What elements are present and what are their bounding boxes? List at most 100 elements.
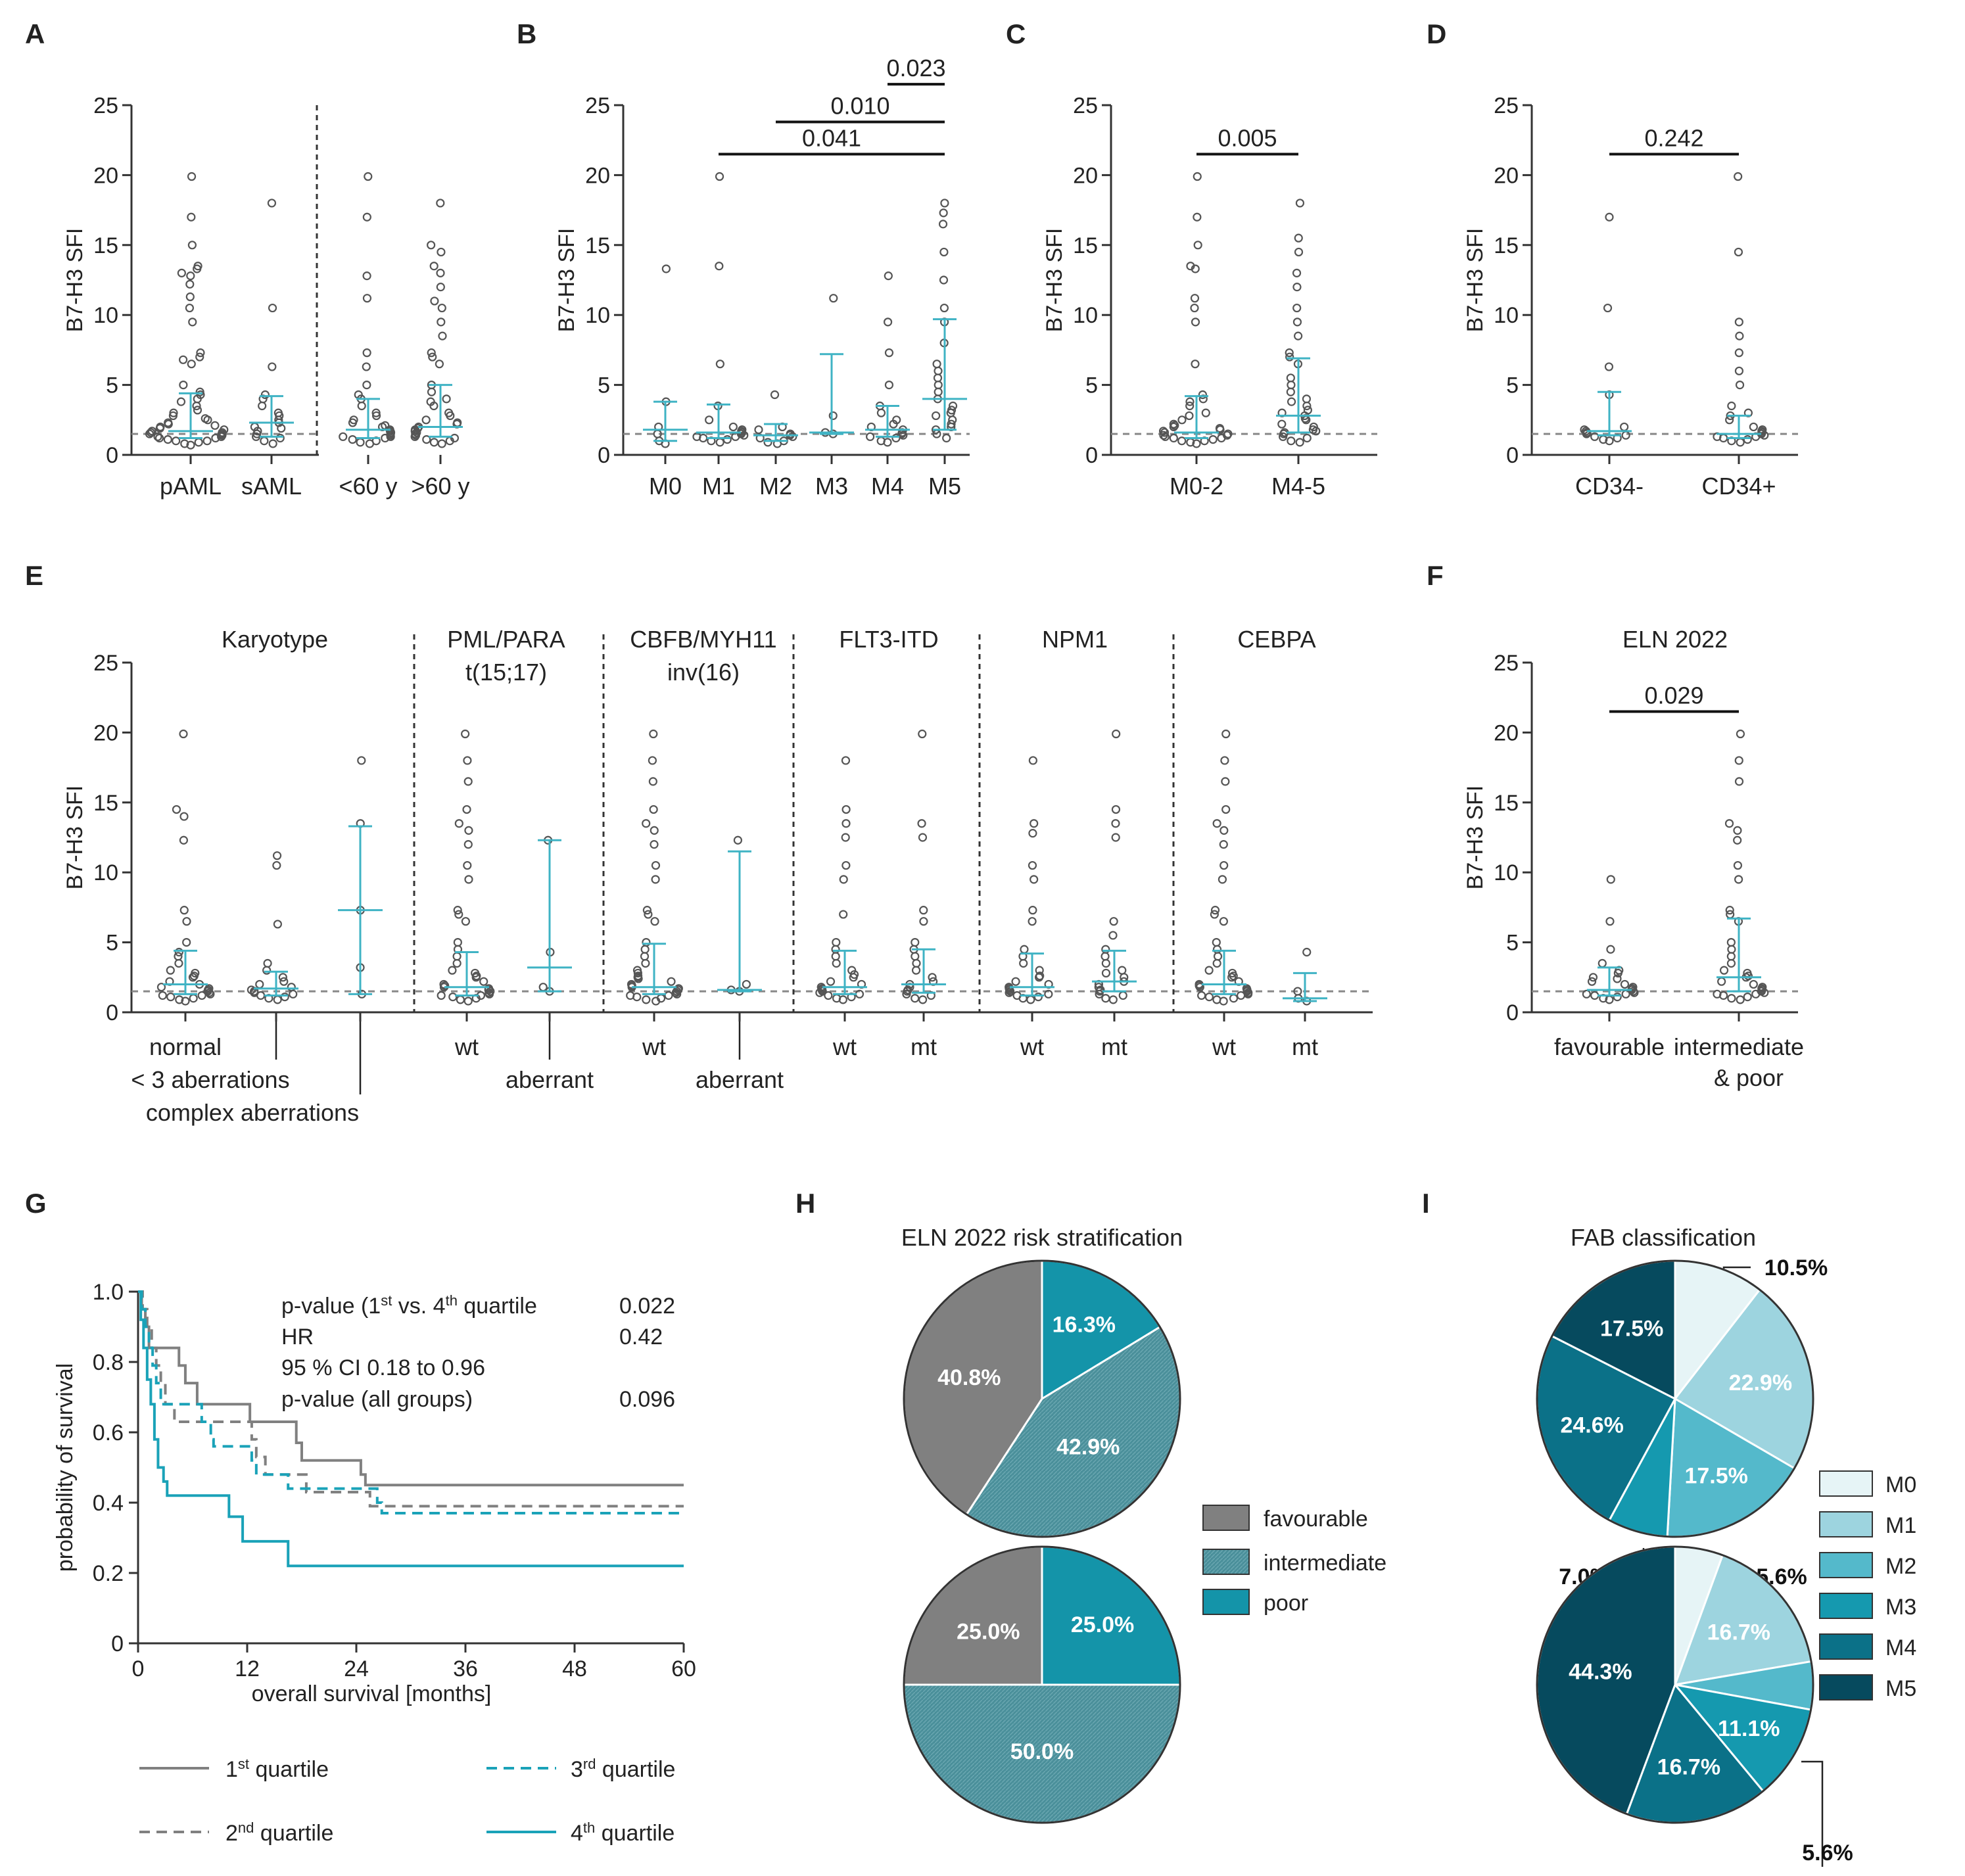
f-dot (1726, 937, 1736, 947)
e-dot (1219, 997, 1228, 1006)
c-dot (1169, 419, 1178, 429)
a-dot (437, 439, 446, 448)
e-dot (648, 756, 657, 765)
a-ytick-label: 10 (93, 303, 118, 328)
e-dot (651, 875, 660, 884)
a-dot (422, 434, 431, 444)
e-ytick-label: 15 (93, 791, 118, 816)
g-xtick-label: 48 (562, 1656, 587, 1681)
a-dot (429, 438, 438, 447)
e-dot (1111, 819, 1120, 828)
i-legend-m4: M4 (1885, 1635, 1916, 1660)
e-ytick-label: 5 (106, 931, 118, 956)
e-dot (1026, 995, 1035, 1004)
e-dot (1035, 966, 1044, 975)
e-dot (463, 840, 473, 849)
a-dot (450, 433, 460, 443)
b-xtick-label: M4 (871, 473, 904, 500)
b-ytick-label: 20 (585, 163, 610, 188)
f-dot (1606, 945, 1615, 954)
b-dot (754, 425, 763, 434)
e-dot (642, 937, 651, 947)
e-dot (1108, 995, 1118, 1004)
i-legend-swatch-m2 (1819, 1552, 1873, 1578)
b-xtick-label: M1 (702, 473, 735, 500)
e-dot (841, 833, 850, 842)
e-dot (1028, 756, 1037, 765)
i-pie-2-label: 16.7% (1657, 1754, 1720, 1779)
a-dot (156, 422, 165, 432)
e-dot (632, 966, 642, 975)
a-dot (371, 408, 381, 417)
a-dot (268, 303, 277, 313)
b-ytick-label: 15 (585, 233, 610, 258)
e-dot (439, 979, 448, 989)
g-xtick-label: 0 (132, 1656, 145, 1681)
f-dot (1613, 992, 1622, 1002)
d-dot (1749, 422, 1758, 432)
f-dot (1719, 966, 1729, 975)
b-dot (891, 433, 901, 443)
a-dot (195, 387, 204, 396)
g-legend-q2-base: 2 (225, 1821, 238, 1846)
b-ytick-label: 25 (585, 93, 610, 118)
b-dot (947, 419, 956, 429)
g-ytick-label: 0.4 (93, 1491, 124, 1516)
a-dot (362, 271, 371, 281)
e-dot (733, 835, 743, 845)
c-dot (1160, 432, 1170, 441)
e-dot (179, 835, 189, 845)
e-dot (1030, 819, 1039, 828)
b-dot (738, 425, 747, 434)
e-dot (1210, 906, 1220, 915)
a-dot (437, 317, 446, 327)
a-dot (185, 279, 195, 289)
e-dot (1293, 987, 1302, 996)
g-xtick-label: 36 (453, 1656, 478, 1681)
e-dot (1112, 729, 1121, 739)
e-dot (911, 966, 921, 975)
panel-label-d: D (1427, 18, 1446, 49)
e-dot (461, 917, 471, 926)
panel-c-plot: 0 5 10 15 20 25 B7-H3 SFI M0-2 M4-5 0.005 (1042, 93, 1377, 500)
a-dot (260, 390, 270, 400)
e-dot (1012, 991, 1022, 1000)
e-dot (1011, 977, 1020, 986)
c-dot (1191, 317, 1200, 327)
e-cat-normal: normal (149, 1033, 222, 1060)
e-dot (1094, 983, 1103, 992)
a-xtick-label: pAML (160, 473, 222, 500)
b-dot (728, 422, 738, 432)
f-dot (1582, 989, 1591, 998)
e-dot (448, 992, 458, 1002)
e-dot (1204, 966, 1214, 975)
d-dot (1734, 247, 1743, 257)
a-dot (429, 262, 438, 271)
e-cat-npm1-wt: wt (1020, 1033, 1044, 1060)
e-dot (641, 958, 650, 968)
e-dot (832, 937, 841, 947)
c-sig-pvalue: 0.005 (1218, 124, 1277, 151)
e-dot (839, 875, 848, 884)
e-dot (464, 826, 473, 835)
f-dot (1725, 906, 1734, 915)
e-dot (437, 991, 446, 1000)
b-dot (934, 380, 943, 390)
f-dot (1743, 992, 1752, 1002)
d-dot (1620, 422, 1629, 432)
i-pie-2-label: 5.6% (1802, 1841, 1853, 1865)
e-dot (357, 756, 366, 765)
h-legend-swatch-poor (1202, 1589, 1250, 1615)
b-dot (934, 366, 943, 375)
a-dot (169, 408, 178, 417)
e-dot (1118, 991, 1127, 1000)
i-pie-2-outline (1536, 1545, 1814, 1824)
g-annot-allgroups-value: 0.096 (619, 1387, 675, 1412)
a-xtick-label: sAML (241, 473, 302, 500)
g-legend-q3-rest: quartile (596, 1757, 675, 1782)
a-ytick-label: 20 (93, 163, 118, 188)
e-dot (912, 958, 921, 968)
e-dot (452, 952, 462, 961)
e-dot (1111, 805, 1121, 814)
f-dot (1734, 777, 1744, 786)
